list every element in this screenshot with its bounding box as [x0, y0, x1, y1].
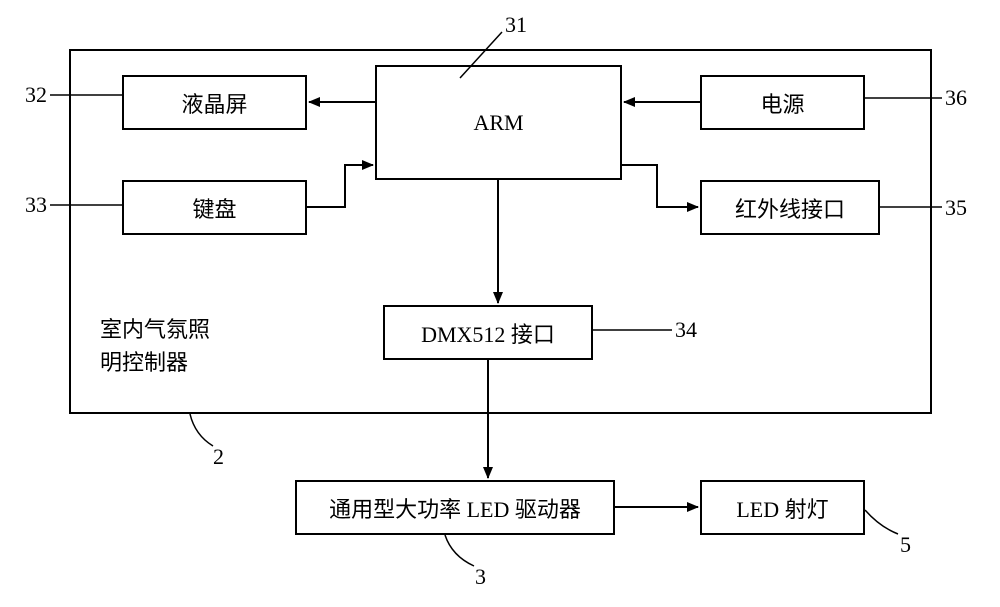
- callout-33: 33: [25, 192, 47, 218]
- callout-31: 31: [505, 12, 527, 38]
- leader-2: [190, 414, 213, 446]
- callout-3: 3: [475, 564, 486, 590]
- container-label-line1: 室内气氛照: [100, 317, 210, 342]
- callout-32: 32: [25, 82, 47, 108]
- spot-label: LED 射灯: [736, 492, 828, 524]
- dmx-box: DMX512 接口: [383, 305, 593, 360]
- callout-5: 5: [900, 532, 911, 558]
- ir-box: 红外线接口: [700, 180, 880, 235]
- keyboard-label: 键盘: [192, 192, 236, 224]
- callout-34: 34: [675, 317, 697, 343]
- power-label: 电源: [760, 87, 804, 119]
- callout-36: 36: [945, 85, 967, 111]
- lcd-label: 液晶屏: [181, 87, 247, 119]
- power-box: 电源: [700, 75, 865, 130]
- diagram-canvas: 室内气氛照 明控制器 液晶屏 ARM 电源 键盘 红外线接口 DMX512 接口…: [0, 0, 1000, 607]
- arm-box: ARM: [375, 65, 622, 180]
- arm-label: ARM: [473, 110, 523, 136]
- dmx-label: DMX512 接口: [421, 317, 555, 349]
- ir-label: 红外线接口: [735, 192, 845, 224]
- keyboard-box: 键盘: [122, 180, 307, 235]
- callout-35: 35: [945, 195, 967, 221]
- driver-label: 通用型大功率 LED 驱动器: [329, 492, 581, 524]
- leader-3: [445, 535, 474, 566]
- lcd-box: 液晶屏: [122, 75, 307, 130]
- container-label-line2: 明控制器: [100, 350, 188, 375]
- leader-5: [865, 510, 898, 534]
- driver-box: 通用型大功率 LED 驱动器: [295, 480, 615, 535]
- spot-box: LED 射灯: [700, 480, 865, 535]
- callout-2: 2: [213, 444, 224, 470]
- controller-container-label: 室内气氛照 明控制器: [100, 313, 210, 379]
